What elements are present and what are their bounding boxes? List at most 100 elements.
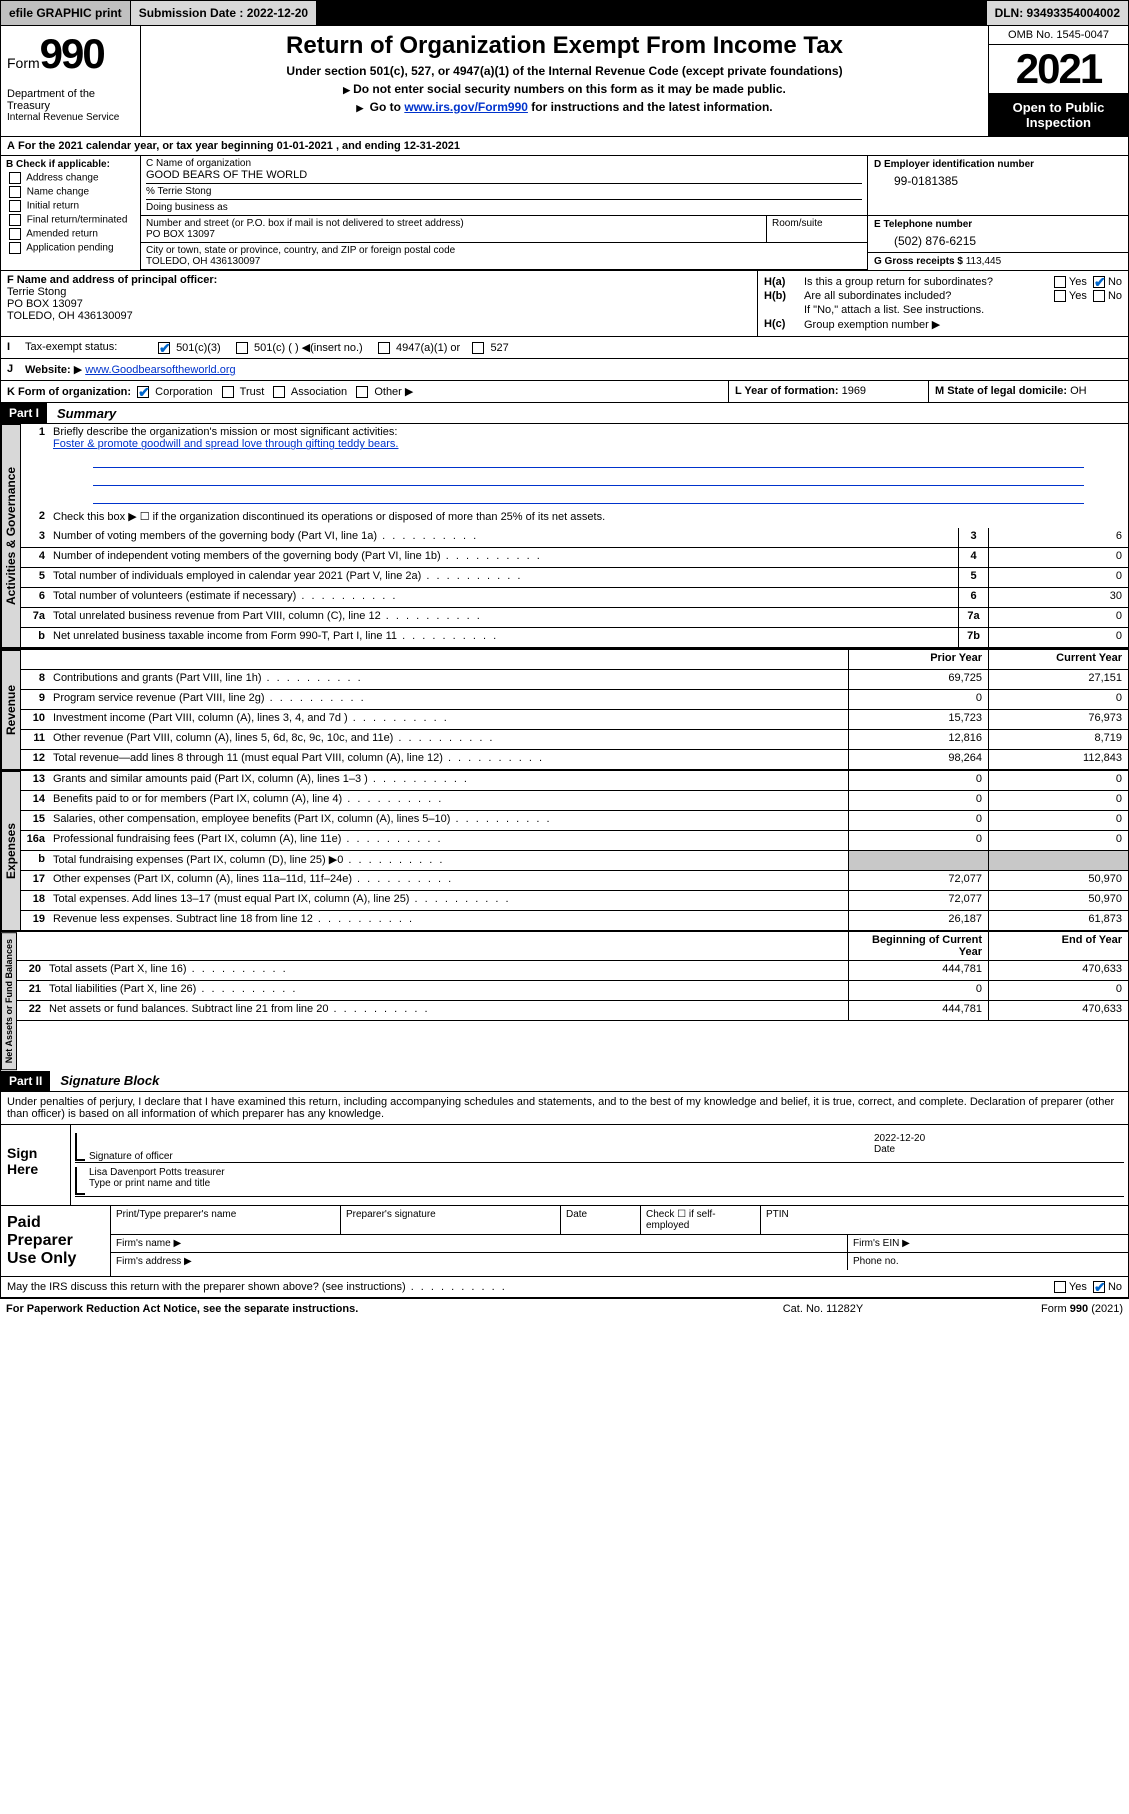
prep-name-cell[interactable]: Print/Type preparer's name — [111, 1206, 341, 1234]
footer-right: Form 990 (2021) — [923, 1303, 1123, 1315]
part1-badge: Part I — [1, 403, 47, 423]
form-title: Return of Organization Exempt From Incom… — [151, 32, 978, 60]
data-line: 14Benefits paid to or for members (Part … — [21, 791, 1128, 811]
paid-preparer-label: Paid Preparer Use Only — [1, 1206, 111, 1276]
cb-final-return[interactable]: Final return/terminated — [6, 214, 135, 226]
data-line: 11Other revenue (Part VIII, column (A), … — [21, 730, 1128, 750]
officer-name: Terrie Stong — [7, 286, 66, 298]
tab-expenses: Expenses — [1, 771, 21, 931]
part2-title: Signature Block — [50, 1073, 159, 1088]
prep-check-cell[interactable]: Check ☐ if self-employed — [641, 1206, 761, 1234]
footer-left: For Paperwork Reduction Act Notice, see … — [6, 1303, 723, 1315]
data-line: 9Program service revenue (Part VIII, lin… — [21, 690, 1128, 710]
paid-preparer-section: Paid Preparer Use Only Print/Type prepar… — [1, 1206, 1128, 1277]
block-b-title: B Check if applicable: — [6, 159, 110, 170]
section-bcdeg: B Check if applicable: Address change Na… — [1, 156, 1128, 271]
block-b-checkboxes: B Check if applicable: Address change Na… — [1, 156, 141, 270]
block-e-phone: E Telephone number (502) 876-6215 — [868, 216, 1128, 253]
org-name: GOOD BEARS OF THE WORLD — [146, 169, 862, 181]
sig-date-label: Date — [874, 1144, 1124, 1155]
submission-date: Submission Date : 2022-12-20 — [131, 1, 317, 25]
row-a-tax-year: A For the 2021 calendar year, or tax yea… — [1, 137, 1128, 156]
ha-text: Is this a group return for subordinates? — [804, 276, 1022, 288]
website-label: Website: — [25, 364, 71, 376]
org-name-label: C Name of organization — [146, 158, 862, 169]
firm-phone-cell[interactable]: Phone no. — [848, 1253, 1128, 1270]
tax-year: 2021 — [989, 45, 1128, 94]
block-k[interactable]: K Form of organization: Corporation Trus… — [1, 381, 728, 402]
officer-addr2: TOLEDO, OH 436130097 — [7, 310, 133, 322]
officer-signature-line[interactable]: Signature of officer 2022-12-20 Date — [75, 1133, 1124, 1163]
block-m: M State of legal domicile: OH — [928, 381, 1128, 402]
row-i: I Tax-exempt status: 501(c)(3) 501(c) ( … — [1, 337, 1128, 359]
tax-status-options[interactable]: 501(c)(3) 501(c) ( ) ◀(insert no.) 4947(… — [149, 337, 515, 358]
ein-value: 99-0181385 — [874, 170, 1122, 188]
gov-line: bNet unrelated business taxable income f… — [21, 628, 1128, 648]
street-cell: Number and street (or P.O. box if mail i… — [141, 216, 767, 242]
cb-amended-return[interactable]: Amended return — [6, 228, 135, 240]
part2-badge: Part II — [1, 1071, 50, 1091]
form-num: 990 — [40, 30, 104, 77]
form-subtitle: Under section 501(c), 527, or 4947(a)(1)… — [151, 64, 978, 78]
sig-name-label: Type or print name and title — [89, 1178, 1124, 1189]
hb-text: Are all subordinates included? — [804, 290, 1022, 302]
dln-label: DLN: 93493354004002 — [987, 1, 1128, 25]
irs-label: Internal Revenue Service — [7, 112, 134, 123]
cb-initial-return[interactable]: Initial return — [6, 200, 135, 212]
data-line: 13Grants and similar amounts paid (Part … — [21, 771, 1128, 791]
firm-name-cell[interactable]: Firm's name ▶ — [111, 1235, 848, 1252]
block-l: L Year of formation: 1969 — [728, 381, 928, 402]
irs-link[interactable]: www.irs.gov/Form990 — [404, 100, 528, 114]
block-c-org-info: C Name of organization GOOD BEARS OF THE… — [141, 156, 1128, 270]
firm-addr-cell[interactable]: Firm's address ▶ — [111, 1253, 848, 1270]
data-line: 19Revenue less expenses. Subtract line 1… — [21, 911, 1128, 931]
suite-cell: Room/suite — [767, 216, 867, 242]
data-line: 12Total revenue—add lines 8 through 11 (… — [21, 750, 1128, 770]
ssn-note: Do not enter social security numbers on … — [151, 82, 978, 96]
phone-value: (502) 876-6215 — [874, 230, 1122, 248]
city-label: City or town, state or province, country… — [146, 245, 862, 256]
part2-header: Part II Signature Block — [1, 1071, 1128, 1092]
firm-ein-cell[interactable]: Firm's EIN ▶ — [848, 1235, 1128, 1252]
cb-address-change[interactable]: Address change — [6, 172, 135, 184]
cb-application-p子ding[interactable]: Application pending — [6, 242, 135, 254]
top-toolbar: efile GRAPHIC print Submission Date : 20… — [0, 0, 1129, 26]
page-footer: For Paperwork Reduction Act Notice, see … — [0, 1299, 1129, 1319]
toolbar-spacer — [317, 1, 986, 25]
city-value: TOLEDO, OH 436130097 — [146, 256, 862, 267]
sign-here-section: Sign Here Signature of officer 2022-12-2… — [1, 1125, 1128, 1206]
discuss-yesno[interactable]: Yes No — [1045, 1277, 1128, 1297]
data-line: 22Net assets or fund balances. Subtract … — [17, 1001, 1128, 1021]
block-d-ein: D Employer identification number 99-0181… — [868, 156, 1128, 216]
ha-yesno[interactable]: Yes No — [1022, 276, 1122, 288]
prep-sig-cell[interactable]: Preparer's signature — [341, 1206, 561, 1234]
governance-grid: Activities & Governance 1 Briefly descri… — [1, 424, 1128, 648]
netassets-grid: Net Assets or Fund Balances Beginning of… — [1, 931, 1128, 1070]
sig-date-value: 2022-12-20 — [874, 1133, 1124, 1144]
ptin-cell[interactable]: PTIN — [761, 1206, 1128, 1234]
website-link[interactable]: www.Goodbearsoftheworld.org — [85, 364, 235, 376]
city-cell: City or town, state or province, country… — [141, 243, 867, 270]
block-h: H(a) Is this a group return for subordin… — [758, 271, 1128, 336]
cb-name-change[interactable]: Name change — [6, 186, 135, 198]
line2-checkbox[interactable]: Check this box ▶ ☐ if the organization d… — [49, 508, 1128, 528]
care-of: % Terrie Stong — [146, 183, 862, 197]
row-j: J Website: ▶ www.Goodbearsoftheworld.org — [1, 359, 1128, 381]
form-header: Form990 Department of the Treasury Inter… — [1, 26, 1128, 137]
public-inspection: Open to Public Inspection — [989, 94, 1128, 136]
header-left: Form990 Department of the Treasury Inter… — [1, 26, 141, 136]
efile-print-button[interactable]: efile GRAPHIC print — [1, 1, 131, 25]
gov-line: 7aTotal unrelated business revenue from … — [21, 608, 1128, 628]
header-title-block: Return of Organization Exempt From Incom… — [141, 26, 988, 136]
revenue-grid: Revenue Prior Year Current Year 8Contrib… — [1, 648, 1128, 770]
officer-addr1: PO BOX 13097 — [7, 298, 83, 310]
form-number: Form990 — [7, 30, 134, 78]
tax-status-label: Tax-exempt status: — [19, 337, 149, 358]
prep-date-cell[interactable]: Date — [561, 1206, 641, 1234]
mission-text[interactable]: Foster & promote goodwill and spread lov… — [53, 438, 398, 450]
data-line: 20Total assets (Part X, line 16)444,7814… — [17, 961, 1128, 981]
expenses-grid: Expenses 13Grants and similar amounts pa… — [1, 770, 1128, 931]
receipts-value: 113,445 — [966, 256, 1001, 267]
street-value: PO BOX 13097 — [146, 229, 761, 240]
hb-yesno[interactable]: Yes No — [1022, 290, 1122, 302]
